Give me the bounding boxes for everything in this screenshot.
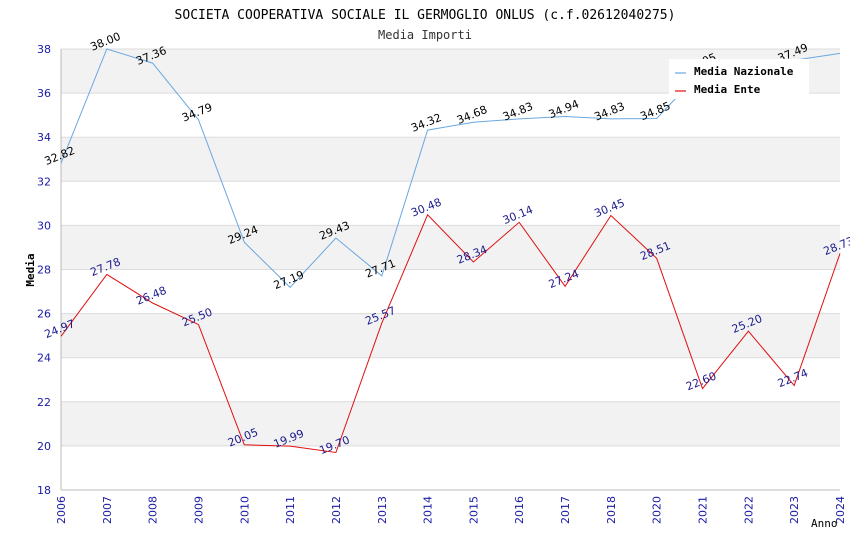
x-tick-label: 2023 (788, 496, 801, 524)
legend-label-media-ente: Media Ente (694, 83, 761, 96)
chart-title: SOCIETA COOPERATIVA SOCIALE IL GERMOGLIO… (175, 8, 676, 23)
data-label: 34.83 (593, 100, 627, 124)
x-tick-label: 2017 (559, 496, 572, 524)
x-tick-label: 2012 (330, 496, 343, 524)
y-tick-label: 36 (37, 87, 51, 100)
legend-box (669, 59, 809, 99)
data-label: 34.85 (638, 99, 672, 123)
y-tick-label: 32 (37, 175, 51, 188)
x-tick-label: 2020 (651, 496, 664, 524)
y-tick-label: 34 (37, 131, 51, 144)
x-tick-label: 2014 (422, 496, 435, 524)
grid-band (61, 401, 840, 446)
y-tick-labels: 18 20 22 24 26 28 30 32 34 36 38 (37, 43, 51, 497)
data-label: 22.60 (684, 369, 718, 393)
x-tick-label: 2011 (284, 496, 297, 524)
y-tick-label: 38 (37, 43, 51, 56)
x-tick-label: 2022 (742, 496, 755, 524)
x-tick-label: 2010 (238, 496, 251, 524)
y-tick-label: 18 (37, 484, 51, 497)
legend: Media Nazionale Media Ente (669, 59, 809, 99)
x-tick-label: 2018 (605, 496, 618, 524)
grid-band (61, 313, 840, 358)
y-tick-label: 24 (37, 352, 51, 365)
data-label: 34.83 (501, 100, 535, 124)
x-tick-label: 2009 (192, 496, 205, 524)
chart-subtitle: Media Importi (378, 28, 472, 42)
data-label: 34.94 (547, 97, 581, 121)
y-tick-label: 22 (37, 396, 51, 409)
data-label: 30.48 (409, 196, 443, 220)
y-axis-label: Media (24, 253, 37, 286)
x-tick-label: 2006 (55, 496, 68, 524)
x-tick-label: 2016 (513, 496, 526, 524)
y-tick-label: 20 (37, 440, 51, 453)
x-tick-label: 2008 (147, 496, 160, 524)
x-tick-labels: 2006 2007 2008 2009 2010 2011 2012 2013 2014 2015… (55, 496, 847, 524)
x-axis-label: Anno (811, 517, 838, 530)
grid-band (61, 225, 840, 270)
x-tick-label: 2015 (467, 496, 480, 524)
data-label: 26.48 (134, 284, 168, 308)
y-tick-label: 26 (37, 308, 51, 321)
y-tick-label: 30 (37, 219, 51, 232)
grid-band (61, 137, 840, 182)
data-label: 27.19 (272, 268, 306, 292)
data-label: 30.45 (593, 196, 627, 220)
x-tick-label: 2013 (376, 496, 389, 524)
x-tick-label: 2024 (834, 496, 847, 524)
series-line-media-ente (60, 213, 841, 454)
x-tick-label: 2021 (697, 496, 710, 524)
x-tick-label: 2007 (101, 496, 114, 524)
data-label: 34.68 (455, 103, 489, 127)
y-tick-label: 28 (37, 264, 51, 277)
legend-label-media-nazionale: Media Nazionale (694, 65, 794, 78)
background-bands (61, 49, 840, 446)
data-label: 34.32 (409, 111, 443, 135)
data-label: 27.24 (547, 267, 581, 291)
